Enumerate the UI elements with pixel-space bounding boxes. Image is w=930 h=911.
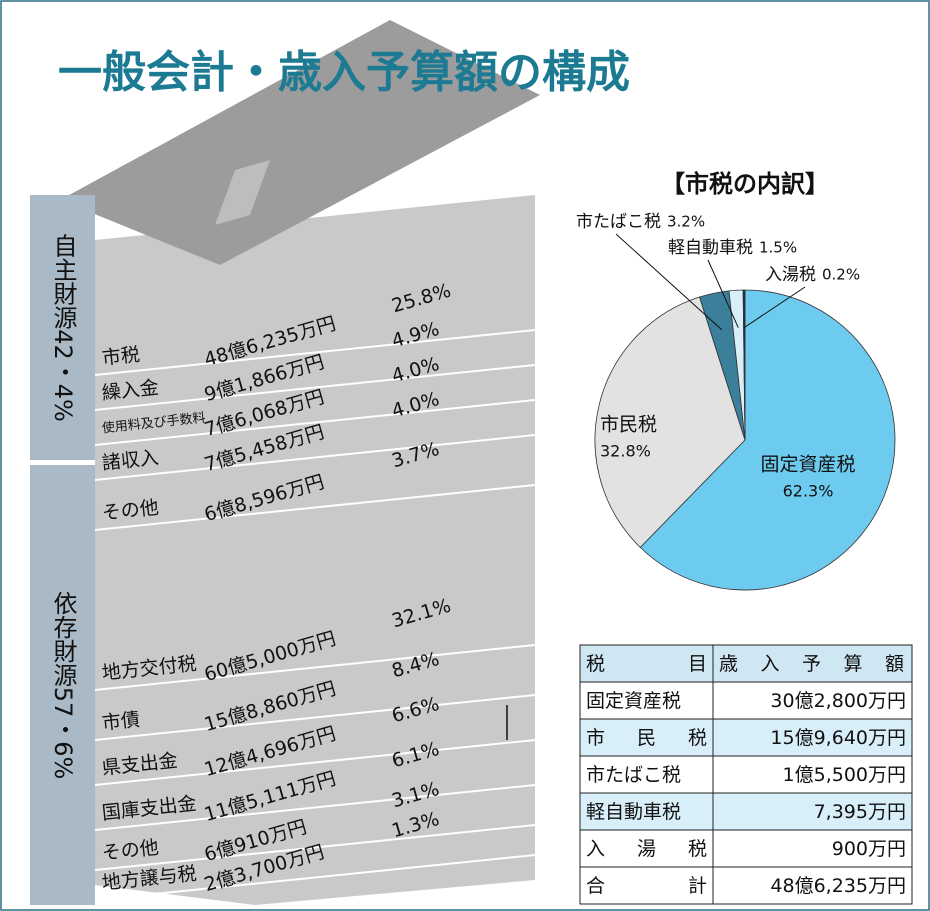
cell: 固定資産税 (586, 690, 681, 712)
cell: 入湯税 (586, 838, 707, 860)
slice-name: 軽自動車税 (668, 238, 753, 258)
banknote (60, 20, 540, 265)
row-divider (94, 739, 536, 786)
item-name: 市税 (101, 344, 141, 370)
cell: 1億5,500万円 (783, 764, 906, 786)
slice-label: 0.2% (822, 266, 860, 284)
cell: 48億6,235万円 (770, 875, 906, 897)
pie-slice (594, 296, 746, 548)
slice-name: 市民税 (600, 414, 657, 436)
table-row (579, 829, 913, 868)
row-divider (94, 824, 536, 871)
row-divider (94, 329, 536, 376)
slice-name: 入湯税 (765, 265, 816, 285)
slice-label: 3.2% (667, 213, 705, 231)
cell: 市たばこ税 (586, 764, 681, 786)
cell: 7,395万円 (814, 801, 906, 823)
slice-name: 固定資産税 (760, 454, 855, 476)
slice-name: 市たばこ税 (576, 212, 661, 232)
row-divider (94, 854, 536, 901)
cell: 市民税 (586, 727, 707, 749)
table-row (579, 792, 913, 831)
cell: 歳入予算額 (719, 653, 904, 675)
row-divider (94, 644, 536, 691)
slice-label: 1.5% (759, 239, 797, 257)
page-title: 一般会計・歳入予算額の構成 (58, 47, 630, 98)
cell: 軽自動車税 (586, 801, 681, 823)
pie-slice (639, 289, 896, 591)
cell: 15億9,640万円 (770, 727, 906, 749)
row-divider (94, 434, 536, 481)
row-divider (94, 399, 536, 446)
row-divider (94, 784, 536, 831)
cell: 30億2,800万円 (770, 690, 906, 712)
self-source-panel (30, 195, 95, 460)
item-name: 市債 (101, 709, 141, 735)
table-row (579, 681, 913, 720)
table-row (579, 755, 913, 794)
leader-line (744, 286, 806, 328)
slice-label: 32.8% (600, 442, 651, 461)
row-divider (94, 484, 536, 531)
table-row (579, 866, 913, 905)
table-row (579, 644, 913, 683)
pie-title: 【市税の内訳】 (661, 170, 829, 198)
row-divider (94, 694, 536, 741)
leader-line (615, 233, 723, 331)
slice-label: 62.3% (783, 482, 834, 501)
stack-front (95, 195, 535, 905)
leader-line (707, 259, 739, 328)
banknote-detail (215, 160, 270, 225)
group-label: 依存財源57・6% (49, 591, 77, 780)
group-label: 自主財源42・4% (49, 233, 77, 422)
cell: 900万円 (832, 838, 906, 860)
row-divider (94, 364, 536, 411)
dependent-source-panel (30, 465, 95, 905)
